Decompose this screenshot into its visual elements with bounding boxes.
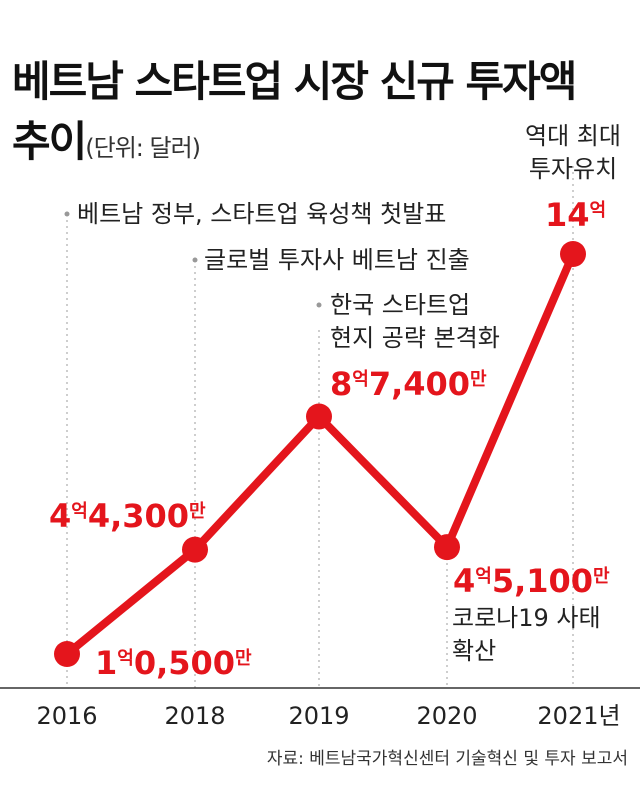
value-label-part: 1 [95, 644, 117, 682]
annotation-bullet [316, 302, 322, 308]
value-label-part: 억 [352, 369, 369, 390]
chart-title-line2-wrap: 추이(단위: 달러) [12, 108, 201, 169]
value-label-part: 억 [71, 501, 88, 522]
value-label-part: 만 [235, 648, 252, 669]
annotation-text: 역대 최대 [525, 122, 621, 150]
x-tick-label: 2019 [288, 702, 349, 730]
x-tick-label: 2018 [164, 702, 225, 730]
value-label-part: 0,500 [134, 644, 235, 682]
value-label-part: 7,400 [369, 365, 470, 403]
value-label-part: 억 [475, 566, 492, 587]
value-label-part: 4 [49, 497, 71, 535]
annotation-text: 투자유치 [529, 155, 617, 183]
value-label: 4억5,100만 [453, 562, 610, 600]
value-label-part: 4,300 [88, 497, 189, 535]
value-label-part: 억 [590, 200, 607, 221]
value-label: 14억 [545, 196, 606, 234]
value-label: 1억0,500만 [95, 644, 252, 682]
annotation-text: 베트남 정부, 스타트업 육성책 첫발표 [77, 200, 446, 228]
chart-title-line2: 추이 [12, 117, 87, 166]
annotation-text: 현지 공략 본격화 [330, 324, 500, 352]
value-label-part: 8 [330, 365, 352, 403]
value-label: 4억4,300만 [49, 497, 206, 535]
value-label-part: 만 [189, 501, 206, 522]
data-point [434, 534, 460, 561]
annotation-text: 확산 [452, 637, 496, 665]
x-tick-label: 2016 [36, 702, 97, 730]
unit-label: (단위: 달러) [85, 134, 201, 162]
data-point [182, 536, 208, 563]
value-label-part: 4 [453, 562, 475, 600]
x-tick-label: 2020 [416, 702, 477, 730]
value-label-part: 5,100 [492, 562, 593, 600]
value-label-part: 만 [593, 566, 610, 587]
annotation-bullet [64, 211, 70, 217]
annotation-text: 글로벌 투자사 베트남 진출 [204, 246, 470, 274]
data-point [54, 641, 80, 667]
value-label: 8억7,400만 [330, 365, 487, 403]
annotation-bullet [192, 257, 198, 263]
value-label-part: 만 [470, 369, 487, 390]
annotation-text: 한국 스타트업 [330, 291, 470, 319]
value-label-part: 14 [545, 196, 590, 234]
data-point [560, 241, 586, 267]
x-tick-label: 2021년 [537, 702, 620, 730]
value-label-part: 억 [117, 648, 134, 669]
source-note: 자료: 베트남국가혁신센터 기술혁신 및 투자 보고서 [266, 749, 628, 769]
chart-title-line1: 베트남 스타트업 시장 신규 투자액 [12, 57, 577, 106]
data-point [306, 403, 332, 430]
annotation-text: 코로나19 사태 [452, 604, 601, 632]
